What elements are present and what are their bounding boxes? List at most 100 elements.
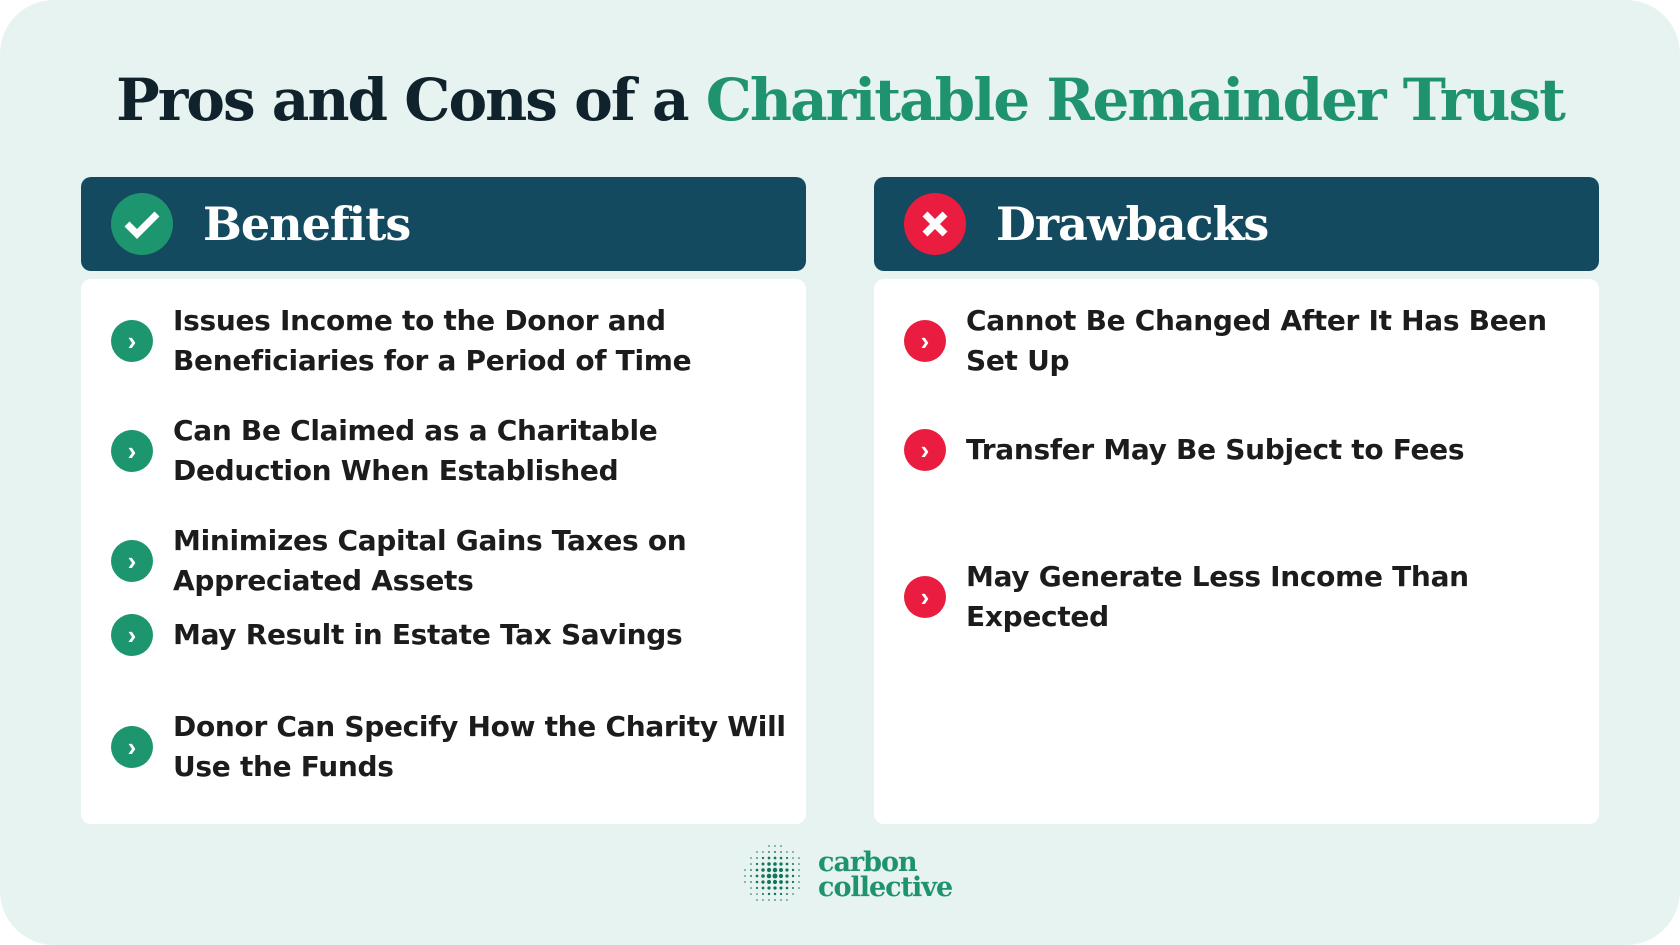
logo-dot	[780, 851, 782, 853]
logo-dot	[756, 893, 758, 895]
logo-dot	[750, 869, 752, 871]
logo-dot	[766, 867, 772, 873]
logo-dot	[767, 880, 771, 884]
logo-dot	[755, 862, 759, 866]
list-item: › May Result in Estate Tax Savings	[111, 614, 786, 656]
page-title: Pros and Cons of a Charitable Remainder …	[0, 66, 1680, 134]
logo-dot	[791, 874, 795, 878]
drawbacks-list: › Cannot Be Changed After It Has Been Set…	[874, 279, 1599, 824]
drawbacks-panel: Drawbacks › Cannot Be Changed After It Ha…	[874, 177, 1599, 824]
item-text: Transfer May Be Subject to Fees	[966, 433, 1465, 466]
logo-dot	[791, 862, 795, 866]
logo-dot	[773, 856, 777, 860]
drawbacks-header: Drawbacks	[874, 177, 1599, 271]
logo-dot	[774, 845, 776, 847]
logo-dot	[761, 892, 765, 896]
benefits-header: Benefits	[81, 177, 806, 271]
logo-dot	[750, 863, 752, 865]
logo-dot	[761, 856, 765, 860]
logo-dot	[767, 886, 771, 890]
logo-dot	[756, 899, 758, 901]
check-circle-icon	[111, 193, 173, 255]
logo-dot	[772, 873, 778, 879]
logo-dot	[798, 875, 800, 877]
logo-line1: carbon	[818, 847, 918, 878]
logo-dot	[750, 857, 752, 859]
x-circle-icon	[904, 193, 966, 255]
logo-dot	[766, 873, 772, 879]
logo-dot	[773, 892, 777, 896]
dot-sphere-icon	[744, 845, 800, 901]
logo-dot	[761, 886, 765, 890]
chevron-right-icon: ›	[904, 429, 946, 471]
logo-dot	[792, 893, 794, 895]
logo-dot	[785, 862, 789, 866]
logo-dot	[755, 868, 759, 872]
title-prefix: Pros and Cons of a	[116, 66, 706, 134]
item-text: Can Be Claimed as a Charitable Deduction…	[173, 414, 658, 487]
logo-dot	[780, 845, 782, 847]
logo-dot	[798, 887, 800, 889]
chevron-right-icon: ›	[111, 430, 153, 472]
item-text: May Result in Estate Tax Savings	[173, 618, 683, 651]
chevron-right-icon: ›	[904, 576, 946, 618]
logo-dot	[750, 881, 752, 883]
title-accent: Charitable Remainder Trust	[705, 66, 1566, 134]
logo-dot	[798, 881, 800, 883]
logo-dot	[792, 851, 794, 853]
logo-dot	[756, 857, 758, 859]
chevron-right-icon: ›	[904, 320, 946, 362]
logo-dot	[744, 869, 746, 871]
logo-dot	[762, 899, 764, 901]
item-text: Issues Income to the Donor and Beneficia…	[173, 304, 692, 377]
logo-text: carbon collective	[818, 847, 953, 903]
chevron-right-icon: ›	[111, 614, 153, 656]
logo-dot	[755, 880, 759, 884]
list-item: › Cannot Be Changed After It Has Been Set…	[904, 301, 1579, 381]
logo-dot	[791, 880, 795, 884]
logo-dot	[767, 892, 771, 896]
logo-dot	[792, 857, 794, 859]
logo-dot	[779, 892, 783, 896]
logo-dot	[768, 845, 770, 847]
logo-dot	[792, 887, 794, 889]
logo-dot	[762, 851, 764, 853]
logo-dot	[761, 862, 765, 866]
list-item: › Transfer May Be Subject to Fees	[904, 429, 1579, 471]
list-item: › Donor Can Specify How the Charity Will …	[111, 707, 786, 787]
logo-dot	[786, 893, 788, 895]
logo-dot	[779, 880, 783, 884]
logo-dot	[785, 886, 789, 890]
logo-dot	[768, 851, 770, 853]
carbon-collective-logo: carbon collective	[738, 842, 953, 908]
logo-dot	[779, 886, 783, 890]
logo-dot	[798, 869, 800, 871]
logo-dot	[791, 868, 795, 872]
logo-dot	[772, 879, 778, 885]
logo-dot	[761, 880, 765, 884]
logo-dot	[780, 899, 782, 901]
benefits-panel: Benefits › Issues Income to the Donor and…	[81, 177, 806, 824]
logo-dot	[798, 857, 800, 859]
logo-line2: collective	[818, 872, 953, 903]
list-item: › May Generate Less Income Than Expected	[904, 557, 1579, 637]
logo-dot	[785, 856, 789, 860]
logo-dot	[779, 862, 783, 866]
item-text: Cannot Be Changed After It Has Been Set …	[966, 304, 1547, 377]
logo-dot	[773, 886, 777, 890]
benefits-list: › Issues Income to the Donor and Benefici…	[81, 279, 806, 824]
logo-dot	[767, 856, 771, 860]
logo-dot	[755, 886, 759, 890]
item-text: Minimizes Capital Gains Taxes on Appreci…	[173, 524, 687, 597]
logo-dot	[786, 899, 788, 901]
logo-dot	[778, 873, 784, 879]
logo-dot	[774, 899, 776, 901]
logo-dot	[798, 863, 800, 865]
logo-dot	[785, 868, 789, 872]
item-text: Donor Can Specify How the Charity Will U…	[173, 710, 786, 783]
logo-dot	[772, 867, 778, 873]
logo-dot	[750, 875, 752, 877]
logo-dot	[785, 874, 789, 878]
logo-dot	[774, 851, 776, 853]
